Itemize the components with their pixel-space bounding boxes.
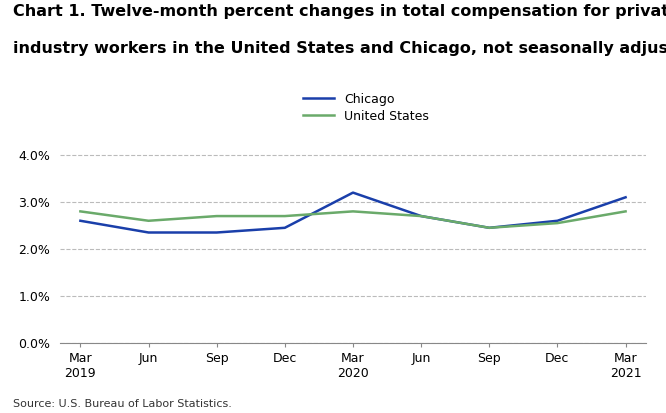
Line: United States: United States [81, 211, 625, 228]
Chicago [417, 214, 425, 218]
Chicago [553, 218, 561, 223]
Chicago [621, 195, 629, 200]
Text: Source: U.S. Bureau of Labor Statistics.: Source: U.S. Bureau of Labor Statistics. [13, 399, 232, 409]
Chicago [145, 230, 153, 235]
United States [281, 214, 289, 218]
United States [212, 214, 220, 218]
Text: industry workers in the United States and Chicago, not seasonally adjusted: industry workers in the United States an… [13, 41, 666, 56]
Chicago [486, 225, 494, 230]
Legend: Chicago, United States: Chicago, United States [303, 93, 430, 123]
Line: Chicago: Chicago [81, 192, 625, 233]
United States [417, 214, 425, 218]
United States [349, 209, 357, 214]
United States [486, 225, 494, 230]
Chicago [212, 230, 220, 235]
Chicago [77, 218, 85, 223]
Text: Chart 1. Twelve-month percent changes in total compensation for private: Chart 1. Twelve-month percent changes in… [13, 4, 666, 19]
Chicago [281, 225, 289, 230]
United States [145, 218, 153, 223]
United States [77, 209, 85, 214]
Chicago [349, 190, 357, 195]
United States [553, 221, 561, 225]
United States [621, 209, 629, 214]
